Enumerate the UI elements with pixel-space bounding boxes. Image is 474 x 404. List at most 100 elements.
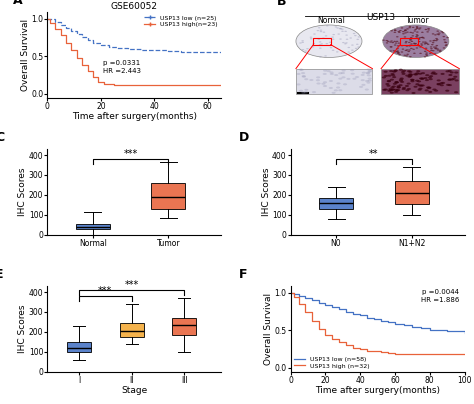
Circle shape xyxy=(362,72,366,74)
Circle shape xyxy=(357,36,360,38)
Circle shape xyxy=(318,39,320,40)
Circle shape xyxy=(404,29,407,31)
Circle shape xyxy=(390,40,393,42)
Circle shape xyxy=(428,76,432,78)
Circle shape xyxy=(426,31,429,32)
Circle shape xyxy=(299,69,303,71)
Circle shape xyxy=(389,42,392,43)
Circle shape xyxy=(452,78,456,80)
Circle shape xyxy=(346,39,348,40)
Circle shape xyxy=(345,34,348,36)
Circle shape xyxy=(442,36,445,37)
Circle shape xyxy=(435,48,438,49)
Circle shape xyxy=(299,42,302,44)
Circle shape xyxy=(329,87,333,89)
Circle shape xyxy=(407,70,411,72)
Circle shape xyxy=(408,42,410,43)
Circle shape xyxy=(392,76,396,78)
Circle shape xyxy=(406,49,409,50)
Circle shape xyxy=(411,35,414,36)
Circle shape xyxy=(391,88,395,90)
Circle shape xyxy=(425,79,429,81)
Circle shape xyxy=(347,47,350,48)
Circle shape xyxy=(319,29,322,31)
Circle shape xyxy=(401,51,403,53)
Circle shape xyxy=(435,46,438,48)
Circle shape xyxy=(417,45,420,46)
Circle shape xyxy=(408,71,412,73)
Circle shape xyxy=(432,50,435,51)
Circle shape xyxy=(351,73,355,75)
Circle shape xyxy=(410,79,414,81)
Circle shape xyxy=(397,50,399,52)
Circle shape xyxy=(400,81,404,83)
Circle shape xyxy=(397,86,401,88)
Circle shape xyxy=(401,48,404,50)
Circle shape xyxy=(411,92,416,94)
Circle shape xyxy=(412,27,414,28)
Circle shape xyxy=(334,89,338,91)
Circle shape xyxy=(341,31,344,32)
Circle shape xyxy=(407,88,411,90)
Circle shape xyxy=(349,37,352,39)
Circle shape xyxy=(398,42,400,44)
Circle shape xyxy=(419,85,423,87)
Circle shape xyxy=(407,82,411,84)
PathPatch shape xyxy=(173,318,196,335)
Circle shape xyxy=(395,42,397,44)
Text: D: D xyxy=(238,130,249,143)
Circle shape xyxy=(310,38,312,40)
Circle shape xyxy=(399,30,402,31)
Circle shape xyxy=(341,72,345,74)
Circle shape xyxy=(313,34,316,35)
Legend: USP13 low (n=58), USP13 high (n=32): USP13 low (n=58), USP13 high (n=32) xyxy=(294,357,370,368)
Circle shape xyxy=(342,42,345,43)
Circle shape xyxy=(342,69,346,72)
Circle shape xyxy=(443,39,446,40)
Circle shape xyxy=(418,38,420,40)
Circle shape xyxy=(419,78,423,80)
Circle shape xyxy=(393,69,398,72)
Circle shape xyxy=(301,40,304,42)
Circle shape xyxy=(390,86,394,88)
Circle shape xyxy=(402,31,405,32)
Circle shape xyxy=(368,70,372,72)
Circle shape xyxy=(435,40,438,41)
Circle shape xyxy=(385,40,388,41)
Circle shape xyxy=(408,74,412,76)
Circle shape xyxy=(392,50,395,51)
Circle shape xyxy=(427,29,430,31)
Circle shape xyxy=(335,26,337,27)
Circle shape xyxy=(339,28,342,29)
Text: **: ** xyxy=(369,149,379,159)
Circle shape xyxy=(336,86,340,88)
Circle shape xyxy=(336,51,338,53)
Circle shape xyxy=(338,89,342,91)
Circle shape xyxy=(299,90,303,92)
Circle shape xyxy=(432,33,434,35)
Circle shape xyxy=(407,76,411,78)
Bar xyxy=(381,69,459,94)
Circle shape xyxy=(394,30,397,31)
X-axis label: Time after surgery(months): Time after surgery(months) xyxy=(315,386,440,395)
Circle shape xyxy=(401,73,406,75)
Circle shape xyxy=(401,27,403,29)
Circle shape xyxy=(416,47,418,48)
Circle shape xyxy=(367,74,371,76)
Circle shape xyxy=(397,53,400,54)
Circle shape xyxy=(322,38,325,39)
Circle shape xyxy=(428,91,432,93)
Circle shape xyxy=(437,83,441,85)
Circle shape xyxy=(447,70,452,72)
Circle shape xyxy=(337,34,340,35)
Circle shape xyxy=(365,88,369,90)
Title: GSE60052: GSE60052 xyxy=(111,2,158,11)
Circle shape xyxy=(387,75,392,77)
Circle shape xyxy=(416,28,419,29)
Circle shape xyxy=(316,79,320,81)
Circle shape xyxy=(406,32,409,33)
Circle shape xyxy=(390,46,392,48)
Circle shape xyxy=(418,38,420,39)
Circle shape xyxy=(397,45,399,46)
Circle shape xyxy=(399,78,403,80)
